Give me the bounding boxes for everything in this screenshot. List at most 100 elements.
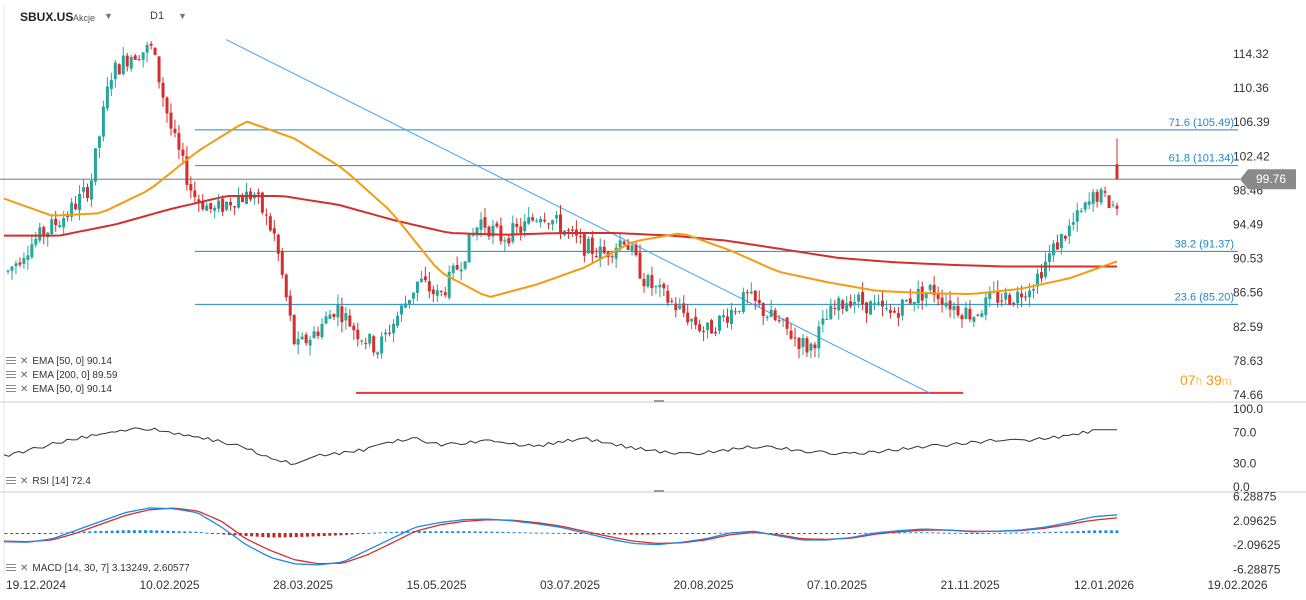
price-tick-label: 94.49	[1233, 218, 1263, 232]
candle-body	[968, 308, 972, 320]
candle-body	[626, 244, 630, 250]
macd-histogram-bar	[160, 530, 164, 533]
candle-body	[865, 302, 869, 314]
rsi-legend[interactable]: ✕ RSI [14] 72.4	[6, 476, 91, 487]
macd-histogram-bar	[127, 530, 131, 533]
timeframe-dropdown-icon[interactable]: ▼	[178, 11, 187, 21]
date-tick-label: 03.07.2025	[540, 578, 600, 592]
candle-body	[912, 301, 916, 305]
candle-body	[213, 207, 217, 211]
rsi-line	[3, 427, 1117, 466]
candle-countdown: 07h 39m	[1180, 372, 1232, 388]
candle-body	[340, 306, 344, 323]
macd-histogram-bar	[49, 533, 53, 534]
macd-histogram-bar	[71, 532, 75, 534]
candle-body	[960, 315, 964, 320]
symbol-label[interactable]: SBUX.US	[20, 10, 74, 24]
candle-body	[356, 329, 360, 340]
macd-histogram-bar	[322, 533, 326, 537]
macd-histogram-bar	[1015, 532, 1019, 534]
close-icon[interactable]: ✕	[20, 563, 29, 574]
candle-body	[662, 284, 666, 289]
pane-resize-handle	[654, 490, 664, 492]
candle-body	[725, 316, 729, 323]
macd-histogram-bar	[613, 533, 617, 535]
macd-histogram-bar	[618, 533, 622, 535]
symbol-dropdown-icon[interactable]: ▼	[104, 11, 113, 21]
timeframe-label[interactable]: D1	[150, 10, 165, 22]
macd-histogram-bar	[1087, 530, 1091, 533]
candle-body	[54, 218, 58, 226]
macd-histogram-bar	[361, 533, 365, 534]
macd-histogram-bar	[858, 532, 862, 534]
macd-histogram-bar	[144, 530, 148, 533]
date-tick-label: 19.12.2024	[6, 578, 66, 592]
candle-body	[105, 86, 109, 109]
candle-body	[14, 263, 18, 267]
candle-body	[161, 82, 165, 98]
candle-body	[984, 297, 988, 315]
macd-histogram-bar	[423, 531, 427, 533]
candle-body	[1075, 210, 1079, 222]
candle-body	[439, 291, 443, 293]
macd-signal-line	[3, 507, 1118, 565]
macd-histogram-bar	[836, 533, 840, 534]
candle-body	[42, 227, 46, 237]
candle-body	[376, 352, 380, 355]
candle-body	[928, 284, 932, 291]
candle-body	[396, 315, 400, 326]
candle-body	[1071, 222, 1075, 225]
candle-body	[535, 220, 539, 222]
candle-body	[825, 318, 829, 320]
candle-body	[22, 258, 26, 264]
macd-histogram-bar	[780, 533, 784, 534]
macd-legend[interactable]: ✕ MACD [14, 30, 7] 3.13249, 2.60577	[6, 563, 190, 574]
candle-body	[996, 290, 1000, 303]
price-tick-label: 78.63	[1233, 354, 1263, 368]
candle-body	[1047, 253, 1051, 262]
macd-histogram-bar	[1093, 530, 1097, 533]
price-tick-label: 102.42	[1233, 149, 1270, 163]
macd-histogram-bar	[808, 533, 812, 534]
macd-histogram-bar	[138, 530, 142, 533]
candle-body	[364, 342, 368, 344]
date-tick-label: 15.05.2025	[407, 578, 467, 592]
candle-body	[1115, 205, 1119, 209]
macd-histogram-bar	[60, 532, 64, 534]
macd-histogram-bar	[88, 531, 92, 533]
macd-histogram-bar	[506, 532, 510, 534]
candle-body	[407, 299, 411, 304]
candle-body	[463, 261, 467, 269]
candle-body	[900, 299, 904, 316]
macd-histogram-bar	[294, 533, 298, 538]
candle-body	[1087, 201, 1091, 205]
macd-histogram-bar	[523, 532, 527, 534]
candle-body	[312, 331, 316, 339]
ema50-legend[interactable]: ✕ EMA [50, 0] 90.14	[6, 356, 112, 367]
macd-histogram-bar	[1037, 532, 1041, 534]
candle-body	[642, 278, 646, 287]
candle-body	[225, 201, 229, 210]
candle-body	[304, 334, 308, 344]
macd-histogram-bar	[490, 531, 494, 533]
candle-body	[753, 290, 757, 301]
candle-body	[268, 216, 272, 231]
candle-body	[169, 112, 173, 129]
candle-body	[1079, 210, 1083, 212]
candle-body	[89, 180, 93, 200]
close-icon[interactable]: ✕	[20, 476, 29, 487]
macd-histogram-bar	[211, 533, 215, 534]
ema200-legend[interactable]: ✕ EMA [200, 0] 89.59	[6, 370, 117, 381]
candle-body	[1083, 202, 1087, 210]
macd-tick-label: -6.28875	[1233, 563, 1281, 577]
macd-histogram-bar	[646, 533, 650, 535]
candle-body	[614, 247, 618, 259]
macd-histogram-bar	[99, 531, 103, 533]
close-icon[interactable]: ✕	[20, 370, 29, 381]
candle-body	[678, 305, 682, 309]
ema50-legend-2[interactable]: ✕ EMA [50, 0] 90.14	[6, 384, 112, 395]
close-icon[interactable]: ✕	[20, 356, 29, 367]
close-icon[interactable]: ✕	[20, 384, 29, 395]
candle-body	[634, 244, 638, 256]
